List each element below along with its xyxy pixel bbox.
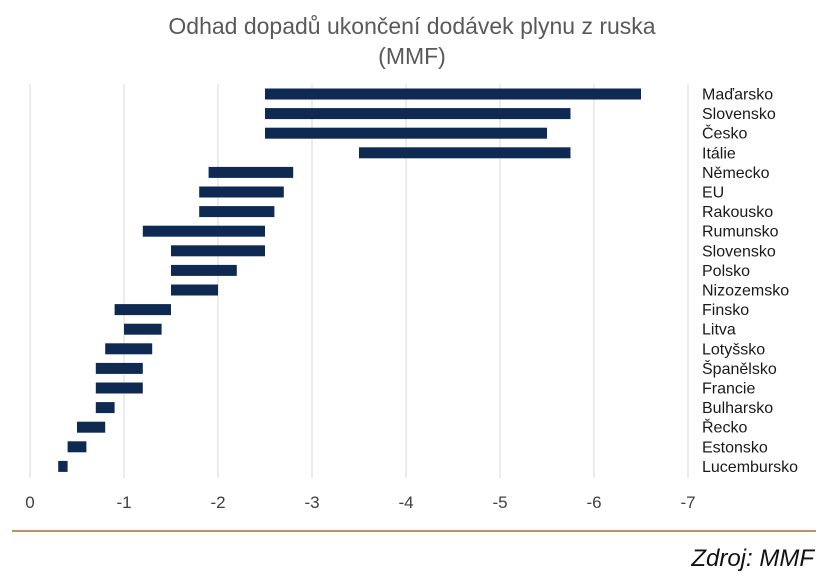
x-tick-label: -4 (398, 493, 413, 512)
category-label: Řecko (702, 418, 747, 437)
range-bar (171, 284, 218, 296)
bars (58, 88, 641, 472)
category-label: Polsko (702, 263, 750, 280)
chart-title-line-2: (MMF) (378, 43, 446, 69)
x-tick-label: 0 (25, 493, 34, 512)
x-tick-label: -2 (210, 493, 225, 512)
category-label: Bulharsko (702, 400, 773, 417)
x-tick-label: -1 (116, 493, 131, 512)
range-bar (265, 127, 547, 139)
category-label: Rakousko (702, 204, 773, 221)
range-bar (265, 88, 641, 100)
x-tick-label: -6 (586, 493, 601, 512)
range-bar (171, 245, 265, 257)
category-label: Maďarsko (702, 87, 773, 104)
range-bar (142, 225, 265, 237)
category-label: Španělsko (702, 359, 777, 378)
range-bar (199, 206, 275, 218)
range-bar (265, 108, 571, 120)
x-tick-label: -7 (680, 493, 695, 512)
range-bar (67, 441, 87, 453)
category-labels: MaďarskoSlovenskoČeskoItálieNěmeckoEURak… (702, 87, 798, 476)
category-label: Rumunsko (702, 224, 779, 241)
range-bar (105, 343, 153, 355)
category-label: Nizozemsko (702, 283, 789, 300)
range-bar (58, 460, 68, 472)
category-label: Slovensko (702, 106, 776, 123)
range-bar (95, 402, 115, 414)
range-bar (124, 323, 162, 335)
category-label: Litva (702, 322, 736, 339)
chart-title-line-1: Odhad dopadů ukončení dodávek plynu z ru… (168, 13, 655, 39)
category-label: Francie (702, 381, 755, 398)
x-axis-tick-labels: 0 -1 -2 -3 -4 -5 -6 -7 (25, 493, 695, 512)
range-bar (95, 362, 143, 374)
category-label: Slovensko (702, 243, 776, 260)
range-bar (199, 186, 284, 198)
range-bar (114, 304, 171, 316)
range-bar (171, 264, 237, 276)
category-label: Finsko (702, 302, 749, 319)
x-tick-label: -3 (304, 493, 319, 512)
range-bar (208, 166, 294, 178)
range-bar (77, 421, 106, 433)
category-label: Itálie (702, 145, 736, 162)
gridlines (29, 84, 689, 478)
category-label: EU (702, 185, 724, 202)
category-label: Česko (702, 124, 747, 143)
category-label: Lucembursko (702, 459, 798, 476)
range-bar (95, 382, 143, 394)
range-bar (359, 147, 571, 159)
category-label: Lotyšsko (702, 341, 765, 358)
source-note: Zdroj: MMF (690, 545, 815, 572)
x-tick-label: -5 (492, 493, 507, 512)
category-label: Německo (702, 165, 770, 182)
category-label: Estonsko (702, 439, 768, 456)
